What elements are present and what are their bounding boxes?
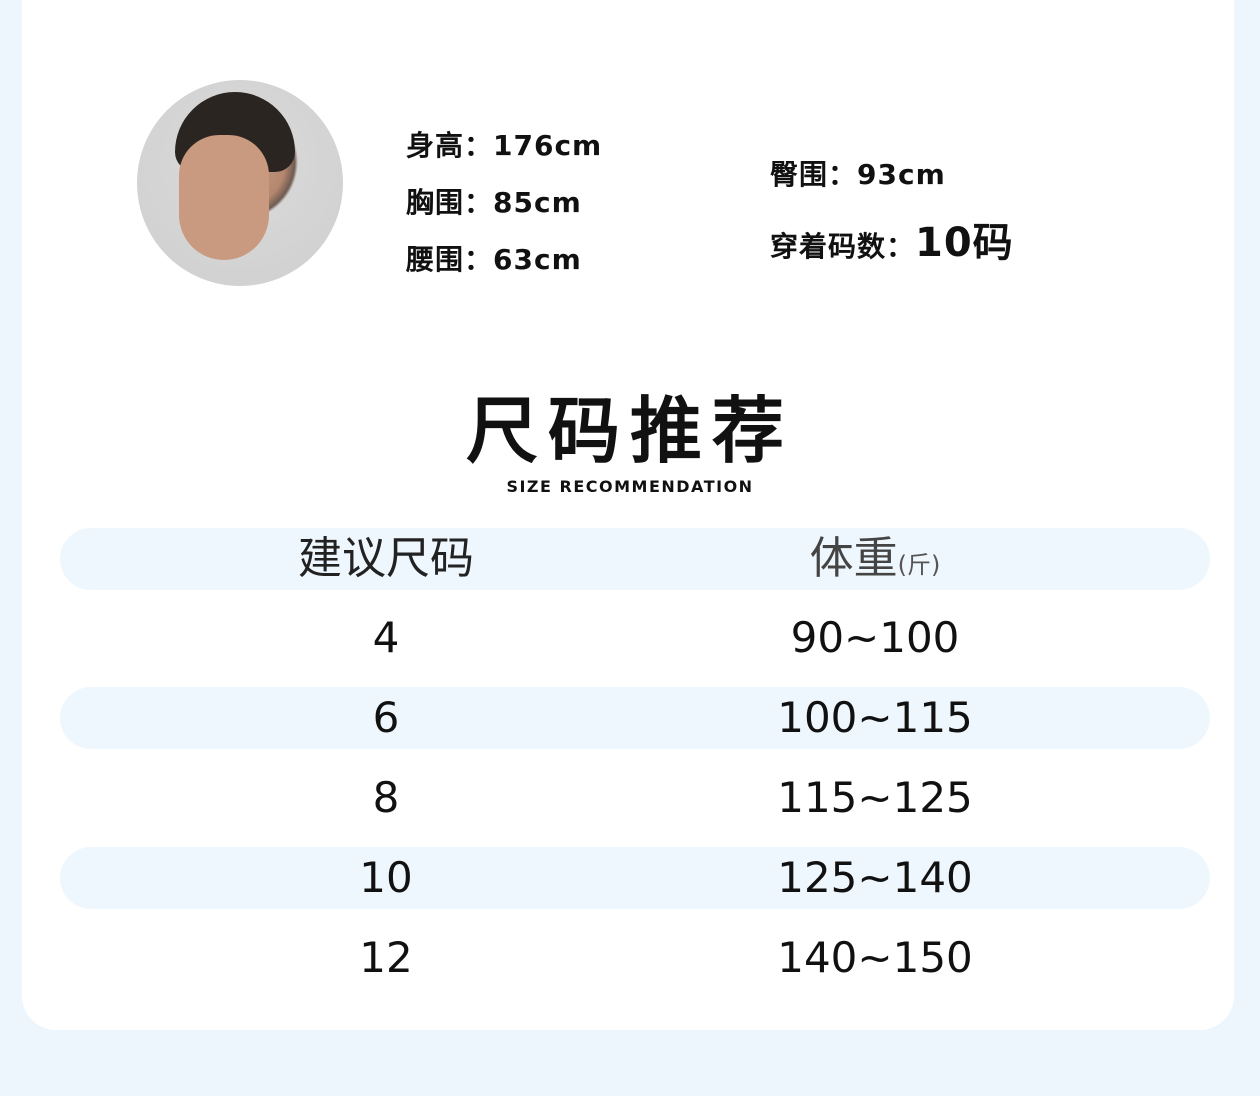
table-header: 建议尺码 体重(斤) — [60, 528, 1210, 590]
weight-cell: 90~100 — [790, 613, 960, 662]
section-subtitle: SIZE RECOMMENDATION — [506, 477, 754, 496]
weight-cell: 125~140 — [777, 853, 973, 902]
model-height: 身高：176cm — [406, 129, 603, 162]
model-size-label: 穿着码数： — [770, 230, 916, 263]
avatar-face — [179, 135, 269, 260]
header-size: 建议尺码 — [298, 533, 474, 584]
size-cell: 12 — [359, 933, 413, 982]
header-weight-label: 体重 — [809, 533, 898, 584]
size-cell: 10 — [359, 853, 413, 902]
model-size-value: 10码 — [915, 220, 1014, 266]
weight-cell: 140~150 — [777, 933, 973, 982]
header-weight-unit: (斤) — [897, 551, 941, 579]
model-size: 穿着码数：10码 — [770, 210, 1014, 268]
model-waist: 腰围：63cm — [406, 243, 582, 276]
table-row: 4 90~100 — [60, 607, 1210, 669]
model-chest: 胸围：85cm — [406, 186, 582, 219]
header-weight: 体重(斤) — [770, 528, 980, 590]
table-row: 10 125~140 — [60, 847, 1210, 909]
weight-cell: 115~125 — [777, 773, 973, 822]
size-cell: 8 — [372, 773, 400, 822]
model-avatar — [137, 80, 343, 286]
weight-cell: 100~115 — [777, 693, 973, 742]
size-cell: 4 — [372, 613, 400, 662]
size-cell: 6 — [372, 693, 400, 742]
table-row: 6 100~115 — [60, 687, 1210, 749]
section-title: 尺码推荐 — [465, 389, 794, 473]
table-row: 12 140~150 — [60, 927, 1210, 989]
model-hip: 臀围：93cm — [770, 158, 946, 191]
table-row: 8 115~125 — [60, 767, 1210, 829]
